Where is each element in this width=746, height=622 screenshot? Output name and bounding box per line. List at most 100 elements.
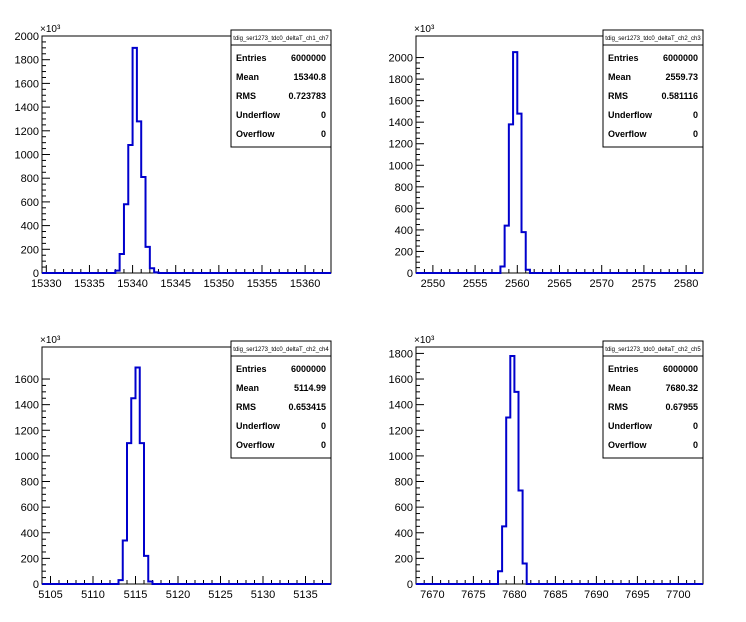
histogram-bin xyxy=(141,177,145,273)
y-tick-label: 1600 xyxy=(15,78,39,90)
y-tick-label: 2000 xyxy=(15,31,39,43)
histogram-bin xyxy=(509,124,513,273)
histogram-bin xyxy=(522,232,526,273)
stats-rms-value: 0.581116 xyxy=(661,91,698,101)
stats-rms-label: RMS xyxy=(236,402,256,412)
y-tick-label: 200 xyxy=(395,246,413,258)
y-tick-label: 1800 xyxy=(389,348,413,360)
y-tick-label: 1200 xyxy=(389,139,413,151)
histogram-bin xyxy=(137,121,141,273)
y-tick-label: 1000 xyxy=(15,451,39,463)
stats-box xyxy=(602,340,704,459)
y-tick-label: 0 xyxy=(33,579,39,591)
stats-mean-label: Mean xyxy=(236,383,259,393)
y-tick-label: 400 xyxy=(21,221,39,233)
y-tick-label: 1800 xyxy=(15,55,39,67)
histogram-bin xyxy=(131,398,135,584)
y-tick-label: 200 xyxy=(21,244,39,256)
histogram-bin xyxy=(513,52,517,273)
y-tick-label: 1600 xyxy=(389,374,413,386)
histogram-bin xyxy=(500,267,504,273)
x-tick-label: 2565 xyxy=(547,278,571,290)
stats-entries-label: Entries xyxy=(236,53,267,63)
histogram-bin xyxy=(505,226,509,273)
stats-overflow-value: 0 xyxy=(321,440,326,450)
stats-rms-label: RMS xyxy=(608,402,628,412)
x-tick-label: 5110 xyxy=(81,589,105,601)
y-tick-label: 1400 xyxy=(15,400,39,412)
stats-overflow-value: 0 xyxy=(693,440,698,450)
stats-box xyxy=(602,29,704,148)
y-tick-label: 800 xyxy=(21,477,39,489)
stats-mean-label: Mean xyxy=(608,383,631,393)
histogram-bin xyxy=(150,268,154,273)
stats-underflow-value: 0 xyxy=(321,110,326,120)
y-tick-label: 800 xyxy=(395,477,413,489)
stats-underflow-value: 0 xyxy=(321,421,326,431)
stats-mean-value: 7680.32 xyxy=(665,383,698,393)
x-tick-label: 7700 xyxy=(666,589,690,601)
y-multiplier-label: ×10³ xyxy=(414,24,435,35)
histogram-bin xyxy=(136,367,140,584)
stats-overflow-value: 0 xyxy=(321,129,326,139)
y-tick-label: 1400 xyxy=(389,400,413,412)
x-tick-label: 5125 xyxy=(208,589,232,601)
y-multiplier-label: ×10³ xyxy=(414,335,435,346)
x-tick-label: 15340 xyxy=(117,278,148,290)
x-tick-label: 5130 xyxy=(251,589,275,601)
stats-box xyxy=(230,340,332,459)
stats-underflow-value: 0 xyxy=(693,110,698,120)
stats-rms-value: 0.723783 xyxy=(288,91,326,101)
histogram-outline xyxy=(42,46,331,274)
x-tick-label: 5120 xyxy=(166,589,190,601)
y-tick-label: 1000 xyxy=(389,451,413,463)
x-tick-label: 2555 xyxy=(463,278,487,290)
pad-3: 0 200 400 600 800 1000 1200 1400 1600 ×10³ 5105 511… xyxy=(15,335,332,601)
y-tick-label: 400 xyxy=(395,225,413,237)
stats-histogram-name: tdig_ser1273_tdc0_deltaT_ch2_ch3 xyxy=(605,36,701,42)
y-tick-label: 1400 xyxy=(389,117,413,129)
stats-underflow-label: Underflow xyxy=(608,421,653,431)
y-tick-label: 2000 xyxy=(389,53,413,65)
y-tick-label: 0 xyxy=(407,268,413,280)
y-tick-label: 1600 xyxy=(389,96,413,108)
y-tick-label: 0 xyxy=(33,268,39,280)
histogram-bin xyxy=(148,581,152,584)
stats-histogram-name: tdig_ser1273_tdc0_deltaT_ch2_ch4 xyxy=(233,347,329,353)
pad-4: 0 200 400 600 800 1000 1200 1400 1600 1800×10³ 767… xyxy=(389,335,704,601)
y-multiplier-label: ×10³ xyxy=(40,335,61,346)
histogram-bin xyxy=(128,145,132,273)
y-tick-label: 1000 xyxy=(15,150,39,162)
histogram-bin xyxy=(514,392,518,584)
stats-entries-value: 6000000 xyxy=(291,364,326,374)
y-tick-label: 600 xyxy=(395,502,413,514)
x-tick-label: 15335 xyxy=(74,278,105,290)
histogram-bin xyxy=(517,114,521,273)
histogram-bin xyxy=(506,417,510,584)
stats-entries-label: Entries xyxy=(608,364,639,374)
histogram-bin xyxy=(124,204,128,273)
y-tick-label: 400 xyxy=(395,528,413,540)
y-tick-label: 1800 xyxy=(389,74,413,86)
x-tick-label: 7685 xyxy=(543,589,567,601)
y-multiplier-label: ×10³ xyxy=(40,24,61,35)
stats-rms-value: 0.653415 xyxy=(288,402,326,412)
y-tick-label: 200 xyxy=(21,553,39,565)
x-tick-label: 2580 xyxy=(674,278,698,290)
histogram-outline xyxy=(416,354,703,585)
stats-rms-value: 0.67955 xyxy=(665,402,698,412)
stats-rms-label: RMS xyxy=(608,91,628,101)
x-tick-label: 2560 xyxy=(505,278,529,290)
y-tick-label: 600 xyxy=(395,203,413,215)
stats-entries-label: Entries xyxy=(236,364,267,374)
stats-mean-label: Mean xyxy=(236,72,259,82)
x-tick-label: 15345 xyxy=(160,278,191,290)
x-tick-label: 15360 xyxy=(290,278,321,290)
x-tick-label: 7690 xyxy=(584,589,608,601)
stats-overflow-label: Overflow xyxy=(236,129,276,139)
stats-box xyxy=(230,29,332,148)
histogram-outline xyxy=(416,51,703,274)
x-tick-label: 5115 xyxy=(124,589,148,601)
y-tick-label: 1200 xyxy=(15,126,39,138)
